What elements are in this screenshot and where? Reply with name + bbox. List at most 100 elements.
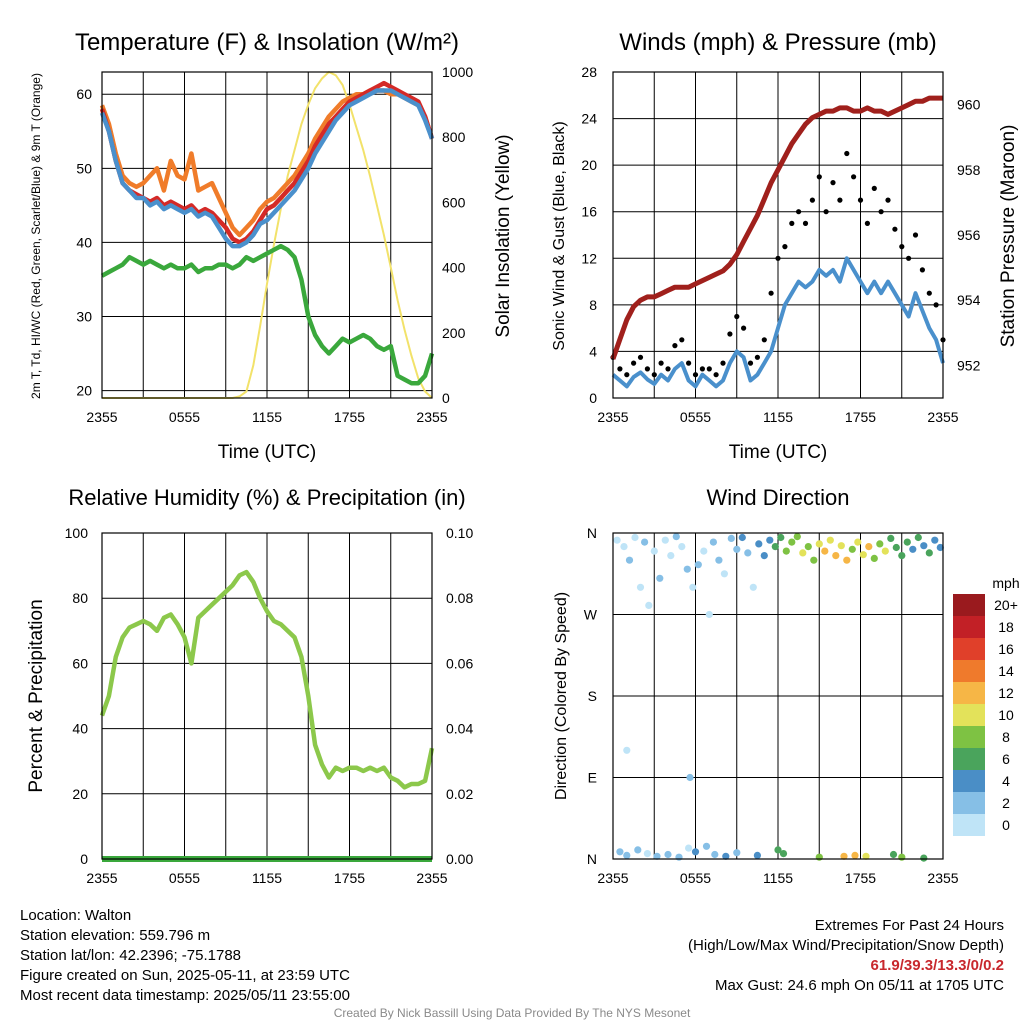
humidity-y-tick-label: 0 xyxy=(80,851,88,867)
wind-direction-point xyxy=(613,536,621,544)
wind-direction-x-tick-label: 1155 xyxy=(763,870,793,886)
wind-direction-point xyxy=(920,854,928,862)
humidity-x-tick-label: 0555 xyxy=(169,870,200,886)
winds-y-tick-label: 0 xyxy=(589,390,597,406)
winds-panel-title: Winds (mph) & Pressure (mb) xyxy=(619,29,936,56)
wind-direction-point xyxy=(774,846,782,854)
winds-x-tick-label: 2355 xyxy=(597,409,628,425)
gust-point xyxy=(864,220,871,226)
winds-panel: Winds (mph) & Pressure (mb) 2355 0555 1155… xyxy=(551,29,1019,463)
series-line-hi-wc xyxy=(99,88,435,249)
speed-legend-swatch xyxy=(953,682,985,704)
extremes-info: Extremes For Past 24 Hours (High/Low/Max… xyxy=(688,916,1004,996)
wind-direction-point xyxy=(760,552,768,560)
gust-point xyxy=(692,372,699,378)
gust-point xyxy=(830,180,836,186)
wind-direction-point xyxy=(793,533,801,541)
winds-y-tick-label: 4 xyxy=(589,343,597,359)
wind-direction-point xyxy=(672,533,680,541)
gust-point xyxy=(837,197,843,203)
wind-direction-point xyxy=(683,565,691,573)
gust-point xyxy=(734,313,740,320)
insolation-y-tick-label: 1000 xyxy=(442,64,473,80)
temperature-y-axis-label: 2m T, Td, HI/WC (Red, Green, Scarlet/Blu… xyxy=(29,73,43,399)
precipitation-y-tick-label: 0.02 xyxy=(446,786,473,802)
station-elevation: Station elevation: 559.796 m xyxy=(20,927,211,944)
gust-point xyxy=(851,174,857,180)
wind-direction-plot-frame xyxy=(612,532,944,860)
wind-direction-point xyxy=(931,536,939,544)
wind-direction-point xyxy=(643,850,652,858)
wind-direction-point xyxy=(755,540,763,548)
winds-x-tick-label: 2355 xyxy=(927,409,958,425)
series-line-station-pressure xyxy=(610,95,943,360)
temperature-x-tick-label: 1755 xyxy=(334,409,365,425)
gust-point xyxy=(713,372,719,378)
wind-direction-point xyxy=(799,549,807,557)
series-line-2m-t xyxy=(99,80,435,245)
winds-x-axis-label: Time (UTC) xyxy=(729,442,828,463)
extremes-values: 61.9/39.3/13.3/0/0.2 xyxy=(870,957,1004,974)
wind-direction-point xyxy=(859,551,867,559)
wind-direction-point xyxy=(909,545,917,553)
speed-legend-swatch xyxy=(953,792,985,814)
series-line-sonic-wind xyxy=(611,256,945,389)
wind-direction-point xyxy=(887,534,895,543)
pressure-y-tick-label: 956 xyxy=(957,227,981,243)
gust-point xyxy=(706,366,712,372)
wind-direction-point xyxy=(661,536,669,544)
speed-legend-swatch xyxy=(953,594,985,616)
wind-direction-point xyxy=(667,552,675,560)
wind-direction-point xyxy=(722,852,730,860)
speed-legend-swatch xyxy=(953,748,985,770)
gust-point xyxy=(892,226,898,232)
temperature-y-tick-label: 20 xyxy=(76,383,92,399)
gust-point xyxy=(775,255,781,261)
wind-direction-point xyxy=(733,545,741,553)
series-line-2m-td xyxy=(100,243,435,386)
pressure-y-tick-label: 960 xyxy=(957,97,981,113)
pressure-y-tick-label: 954 xyxy=(957,292,981,308)
wind-direction-point xyxy=(862,852,870,860)
wind-direction-point xyxy=(854,538,862,546)
wind-direction-point xyxy=(689,583,697,591)
wind-direction-point xyxy=(727,534,735,543)
gust-point xyxy=(686,360,692,366)
wind-direction-point xyxy=(715,556,723,564)
temperature-y-tick-label: 30 xyxy=(76,309,92,325)
insolation-y-tick-label: 0 xyxy=(442,390,450,406)
temperature-x-tick-label: 2355 xyxy=(86,409,117,425)
wind-direction-point xyxy=(636,583,645,591)
speed-legend-label: 14 xyxy=(998,663,1014,679)
gust-point xyxy=(631,360,637,366)
wind-direction-point xyxy=(903,538,911,546)
wind-direction-y-axis-label: Direction (Colored By Speed) xyxy=(553,592,570,800)
humidity-panel-title: Relative Humidity (%) & Precipitation (i… xyxy=(68,485,465,510)
wind-direction-y-tick-label: N xyxy=(587,525,597,541)
wind-direction-point xyxy=(634,846,642,854)
gust-point xyxy=(844,150,850,157)
temperature-x-axis-label: Time (UTC) xyxy=(218,442,317,463)
speed-legend-label: 2 xyxy=(1002,795,1010,811)
wind-direction-point xyxy=(694,561,702,569)
gust-point xyxy=(857,197,864,203)
humidity-y-tick-label: 40 xyxy=(72,721,88,737)
wind-direction-point xyxy=(821,547,829,555)
temperature-y-tick-label: 40 xyxy=(76,234,92,250)
pressure-y-tick-label: 952 xyxy=(957,357,981,373)
gust-point xyxy=(899,244,905,250)
wind-direction-point xyxy=(870,554,878,563)
wind-direction-point xyxy=(620,543,628,551)
gust-point xyxy=(768,290,774,296)
extremes-subtitle: (High/Low/Max Wind/Precipitation/Snow De… xyxy=(688,937,1004,954)
humidity-y-axis-label: Percent & Precipitation xyxy=(26,599,47,792)
speed-legend-label: 16 xyxy=(998,641,1014,657)
wind-direction-point xyxy=(804,543,812,551)
winds-y-tick-label: 20 xyxy=(581,157,597,173)
precipitation-y-tick-label: 0.04 xyxy=(446,721,473,737)
speed-legend-swatch xyxy=(953,638,985,660)
wind-direction-y-tick-label: W xyxy=(584,607,598,623)
wind-direction-point xyxy=(685,844,693,852)
insolation-y-tick-label: 600 xyxy=(442,194,466,210)
wind-direction-panel: Wind Direction 2355 0555 1155 1755 2355NESWN… xyxy=(553,485,1020,886)
